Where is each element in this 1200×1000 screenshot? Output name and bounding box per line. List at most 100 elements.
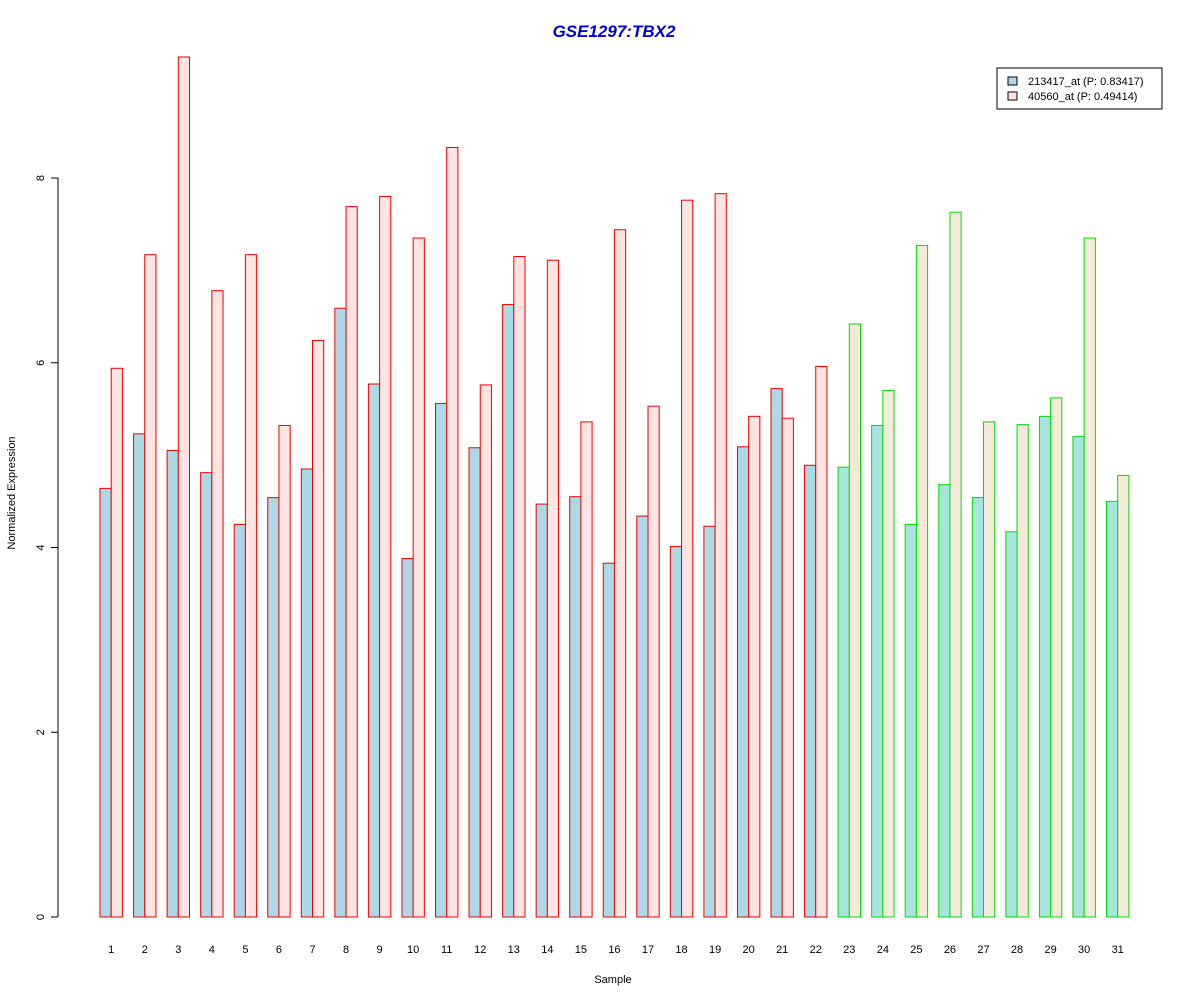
bar-series-1-sample-22 bbox=[804, 464, 817, 918]
bar-series-1-sample-4 bbox=[200, 472, 213, 918]
x-tick-label: 26 bbox=[944, 944, 956, 956]
bar-series-2-sample-25 bbox=[915, 244, 929, 918]
bar-series-1-sample-15 bbox=[569, 496, 582, 918]
x-tick-label: 14 bbox=[541, 944, 553, 956]
bar-series-1-sample-18 bbox=[669, 546, 683, 918]
x-tick-label: 11 bbox=[441, 944, 452, 956]
chart-title: GSE1297:TBX2 bbox=[553, 22, 676, 41]
legend-swatch-series-2 bbox=[1007, 91, 1018, 101]
bar-series-1-sample-1 bbox=[99, 487, 112, 918]
x-tick-label: 23 bbox=[843, 944, 855, 956]
x-tick-label: 12 bbox=[474, 944, 486, 956]
bar-series-1-sample-23 bbox=[837, 466, 850, 918]
y-tick-label: 0 bbox=[35, 914, 47, 920]
x-tick-label: 16 bbox=[608, 944, 620, 956]
bar-series-1-sample-6 bbox=[267, 497, 280, 918]
y-axis-ticks: 0 2 4 6 8 bbox=[35, 175, 58, 920]
x-tick-label: 30 bbox=[1078, 944, 1090, 956]
bar-series-2-sample-9 bbox=[379, 195, 392, 918]
bar-series-2-sample-2 bbox=[144, 254, 157, 918]
x-tick-label: 10 bbox=[407, 944, 419, 956]
x-tick-label: 13 bbox=[508, 944, 520, 956]
bar-series-1-sample-13 bbox=[502, 304, 515, 918]
legend: 213417_at (P: 0.83417) 40560_at (P: 0.49… bbox=[996, 67, 1163, 110]
x-tick-label: 21 bbox=[776, 944, 788, 956]
bar-series-1-sample-10 bbox=[401, 558, 414, 918]
y-tick-label: 6 bbox=[35, 360, 47, 366]
bar-series-2-sample-8 bbox=[345, 206, 358, 918]
x-tick-label: 25 bbox=[910, 944, 922, 956]
bar-series-2-sample-27 bbox=[983, 421, 996, 918]
bar-series-1-sample-9 bbox=[367, 383, 381, 918]
bar-series-1-sample-19 bbox=[703, 525, 716, 918]
bar-series-1-sample-8 bbox=[334, 307, 347, 918]
x-tick-label: 20 bbox=[743, 944, 755, 956]
bar-series-2-sample-28 bbox=[1016, 424, 1029, 918]
bar-series-2-sample-17 bbox=[647, 405, 660, 918]
x-tick-label: 29 bbox=[1044, 944, 1056, 956]
x-tick-label: 5 bbox=[242, 944, 248, 956]
x-tick-label: 28 bbox=[1011, 944, 1023, 956]
bar-series-1-sample-16 bbox=[602, 562, 615, 918]
bar-series-1-sample-5 bbox=[233, 523, 246, 918]
x-tick-label: 18 bbox=[675, 944, 687, 956]
bar-series-1-sample-20 bbox=[736, 446, 750, 918]
x-tick-label: 24 bbox=[877, 944, 889, 956]
bar-series-1-sample-21 bbox=[770, 388, 783, 918]
x-tick-label: 27 bbox=[977, 944, 989, 956]
legend-swatch-series-1 bbox=[1007, 76, 1018, 86]
bar-series-1-sample-2 bbox=[133, 433, 146, 918]
bar-series-2-sample-10 bbox=[412, 237, 425, 918]
bar-series-1-sample-29 bbox=[1038, 415, 1052, 918]
bar-series-1-sample-3 bbox=[166, 450, 179, 918]
bar-series-2-sample-20 bbox=[748, 415, 761, 918]
bar-series-2-sample-4 bbox=[211, 290, 224, 918]
bar-series-2-sample-1 bbox=[110, 367, 123, 918]
bar-series-1-sample-31 bbox=[1106, 500, 1119, 918]
x-tick-label: 8 bbox=[343, 944, 349, 956]
x-tick-label: 4 bbox=[209, 944, 215, 956]
bar-series-1-sample-14 bbox=[535, 503, 548, 918]
x-tick-label: 9 bbox=[377, 944, 383, 956]
bar-series-1-sample-26 bbox=[938, 484, 951, 918]
bar-series-1-sample-24 bbox=[871, 425, 884, 918]
bar-series-2-sample-21 bbox=[781, 417, 794, 918]
bar-series-2-sample-7 bbox=[312, 340, 325, 918]
x-tick-label: 15 bbox=[575, 944, 587, 956]
bar-series-2-sample-13 bbox=[513, 256, 526, 918]
bar-series-2-sample-12 bbox=[479, 384, 492, 918]
bar-series-2-sample-5 bbox=[244, 254, 258, 918]
x-tick-label: 17 bbox=[642, 944, 654, 956]
bar-series-2-sample-14 bbox=[546, 259, 560, 918]
bar-series-2-sample-15 bbox=[580, 421, 593, 918]
bar-series-2-sample-19 bbox=[714, 193, 727, 918]
legend-label-series-2: 40560_at (P: 0.49414) bbox=[1028, 91, 1137, 103]
bar-series-1-sample-17 bbox=[636, 515, 649, 918]
x-tick-label: 1 bbox=[108, 944, 114, 956]
bar-series-2-sample-6 bbox=[278, 425, 291, 918]
x-tick-label: 6 bbox=[276, 944, 282, 956]
bar-series-1-sample-12 bbox=[468, 447, 481, 918]
bar-series-1-sample-7 bbox=[300, 468, 313, 918]
y-tick-label: 8 bbox=[35, 175, 47, 181]
bar-series-2-sample-30 bbox=[1083, 237, 1096, 918]
bar-series-1-sample-30 bbox=[1072, 436, 1085, 918]
x-tick-label: 7 bbox=[309, 944, 315, 956]
bar-series-2-sample-29 bbox=[1050, 397, 1063, 918]
bar-series-1-sample-25 bbox=[904, 523, 917, 918]
x-tick-label: 31 bbox=[1112, 944, 1124, 956]
y-tick-label: 2 bbox=[35, 729, 47, 735]
x-tick-label: 22 bbox=[810, 944, 822, 956]
x-tick-label: 19 bbox=[709, 944, 721, 956]
legend-label-series-1: 213417_at (P: 0.83417) bbox=[1028, 76, 1144, 88]
legend-box bbox=[996, 67, 1163, 110]
bar-series-2-sample-24 bbox=[882, 389, 895, 918]
x-tick-labels: 1 2 3 4 5 6 7 8 9 10 11 12 13 14 15 16 17 18 19 20 21 22 23 24 2… bbox=[108, 944, 1124, 956]
bar-series-2-sample-26 bbox=[949, 211, 962, 918]
bars-group bbox=[99, 56, 1130, 918]
bar-series-2-sample-11 bbox=[446, 147, 459, 918]
x-axis-label: Sample bbox=[594, 974, 631, 986]
bar-series-2-sample-3 bbox=[177, 56, 191, 918]
